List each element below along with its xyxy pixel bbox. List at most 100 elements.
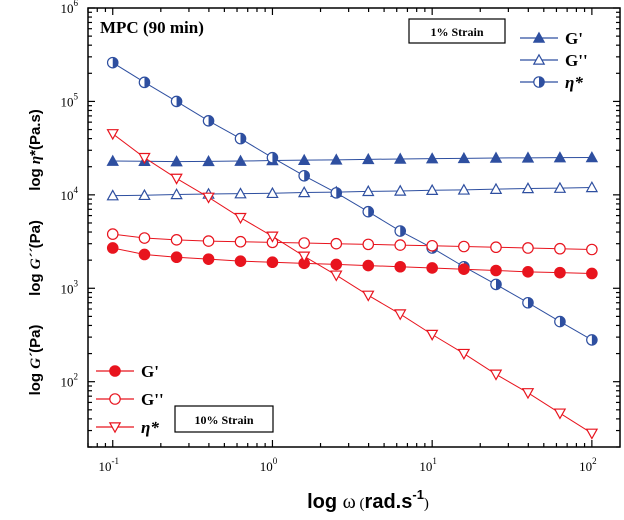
legend-label-g0-s2: η* xyxy=(565,73,583,92)
data-point-g0-s0 xyxy=(234,154,247,166)
data-point-g0-s1 xyxy=(457,183,471,195)
data-point-g0-s1 xyxy=(266,186,279,199)
data-point-g1-s0 xyxy=(458,263,470,276)
data-point-g0-s1 xyxy=(234,187,247,199)
y-tick-label: 105 xyxy=(61,91,79,109)
data-point-g0-s1 xyxy=(362,184,375,197)
data-point-g0-s0 xyxy=(394,152,407,164)
data-point-g1-s0 xyxy=(554,266,566,279)
data-point-g0-s2 xyxy=(298,169,310,182)
data-point-g1-s1 xyxy=(170,234,183,246)
data-point-g0-s2 xyxy=(554,315,566,328)
data-point-g0-s1 xyxy=(170,188,183,200)
marker-fill xyxy=(495,279,502,290)
data-point-g1-s2 xyxy=(362,290,375,302)
marker-fill xyxy=(368,206,374,217)
data-point-g0-s2 xyxy=(202,115,215,127)
data-point-g1-s0 xyxy=(202,253,215,265)
legend-label-g0-s1: G'' xyxy=(565,51,588,70)
data-point-g0-s0 xyxy=(170,155,183,167)
x-tick-label: 10-1 xyxy=(98,456,119,474)
data-point-g0-s2 xyxy=(586,334,598,346)
data-point-g0-s2 xyxy=(490,278,502,291)
data-point-g1-s2 xyxy=(234,212,247,225)
y-label-gpp: log G´´(Pa) xyxy=(27,220,44,296)
data-point-g0-s2 xyxy=(522,296,534,309)
y-tick-label: 103 xyxy=(61,278,79,296)
data-point-g1-s1 xyxy=(234,235,247,248)
data-point-g0-s1 xyxy=(138,188,151,201)
data-point-g1-s0 xyxy=(330,258,343,271)
data-point-g0-s2 xyxy=(330,187,343,199)
plot-frame xyxy=(87,7,621,448)
marker-fill xyxy=(400,225,406,237)
axes-layer: 10-1 100 101 102 102 103 104 105 106 xyxy=(61,0,621,474)
data-point-g0-s0 xyxy=(330,153,343,165)
x-axis-label: log ω (rad.s-1) xyxy=(307,487,429,513)
data-point-g0-s2 xyxy=(266,151,279,164)
data-point-g1-s0 xyxy=(170,251,183,264)
data-point-g0-s0 xyxy=(297,153,311,165)
data-point-g1-s2 xyxy=(138,152,151,165)
data-point-g1-s0 xyxy=(394,260,407,273)
legend-label-g0-s0: G' xyxy=(565,29,583,48)
data-point-g1-s0 xyxy=(426,262,438,274)
legend-marker-g0-s0 xyxy=(532,31,546,43)
x-tick-label: 101 xyxy=(419,456,437,474)
data-point-g1-s1 xyxy=(138,232,151,244)
marker-fill xyxy=(559,316,566,327)
y-label-gp: log G´(Pa) xyxy=(27,325,44,396)
data-point-g1-s0 xyxy=(490,264,502,277)
data-point-g0-s1 xyxy=(394,184,407,196)
x-tick-label: 100 xyxy=(260,456,278,474)
data-point-g0-s1 xyxy=(585,181,599,193)
data-point-g1-s1 xyxy=(106,228,119,240)
data-point-g0-s0 xyxy=(521,151,535,163)
data-point-g1-s2 xyxy=(394,309,407,321)
chart-title: MPC (90 min) xyxy=(100,18,204,37)
data-point-g1-s1 xyxy=(298,237,310,249)
y-tick-label: 102 xyxy=(61,372,79,390)
data-point-g1-s1 xyxy=(490,241,502,254)
data-point-g1-s1 xyxy=(330,237,343,250)
data-point-g0-s1 xyxy=(521,182,535,194)
data-point-g0-s2 xyxy=(362,205,375,218)
data-point-g1-s2 xyxy=(489,369,503,381)
data-point-g1-s0 xyxy=(106,242,119,254)
data-point-g0-s2 xyxy=(394,225,407,237)
legend-layer: G' G'' η* G' G'' η* xyxy=(96,29,588,437)
y-tick-label: 104 xyxy=(61,185,79,203)
data-point-g1-s2 xyxy=(202,192,215,204)
data-point-g0-s2 xyxy=(106,56,119,69)
data-point-g0-s0 xyxy=(553,151,567,163)
data-point-g1-s1 xyxy=(522,242,534,254)
legend-marker-g1-s2 xyxy=(108,422,122,434)
data-point-g1-s0 xyxy=(266,256,279,269)
data-point-g1-s1 xyxy=(394,239,407,251)
legend-marker-g1-s1 xyxy=(109,393,121,405)
data-point-g1-s2 xyxy=(266,231,279,243)
data-point-g0-s2 xyxy=(170,95,183,108)
data-point-g1-s1 xyxy=(458,240,470,253)
series-line-g0-s0 xyxy=(112,157,592,163)
marker-fill xyxy=(240,133,246,144)
strain-label-1: 1% Strain xyxy=(430,25,483,39)
data-point-g0-s0 xyxy=(106,154,119,166)
data-point-g1-s2 xyxy=(521,388,535,400)
y-tick-label: 106 xyxy=(61,0,79,16)
x-tick-label: 102 xyxy=(579,456,597,474)
legend-label-g1-s0: G' xyxy=(141,362,159,381)
series-line-g0-s2 xyxy=(112,62,593,341)
data-point-g1-s2 xyxy=(457,348,471,361)
data-point-g1-s2 xyxy=(425,329,439,341)
data-point-g1-s1 xyxy=(362,238,375,251)
legend-label-g1-s2: η* xyxy=(141,418,159,437)
marker-fill xyxy=(304,170,310,181)
marker-fill xyxy=(539,76,545,88)
data-point-g0-s1 xyxy=(106,189,119,201)
series-line-g1-s2 xyxy=(112,133,593,434)
data-point-g0-s2 xyxy=(138,76,151,89)
data-point-g1-s0 xyxy=(234,255,247,267)
data-point-g0-s1 xyxy=(553,181,567,193)
series-line-g0-s1 xyxy=(112,186,592,197)
